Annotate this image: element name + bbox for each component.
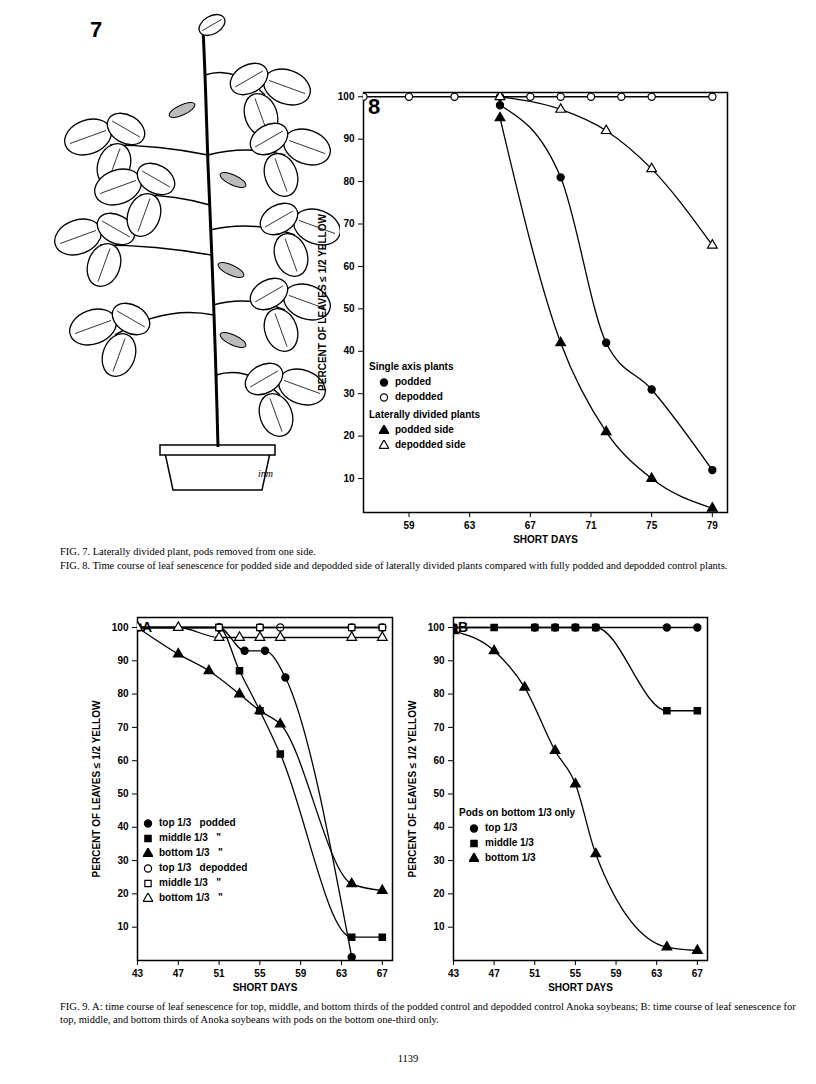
svg-text:70: 70: [433, 722, 445, 733]
svg-text:63: 63: [464, 520, 476, 531]
html-text:top 1/3 podded: top 1/3 podded: [159, 817, 236, 828]
svg-text:30: 30: [343, 388, 355, 399]
html-text:depodded: depodded: [395, 391, 443, 402]
svg-text:inm: inm: [258, 468, 273, 479]
svg-text:20: 20: [433, 888, 445, 899]
svg-text:90: 90: [117, 655, 129, 666]
svg-text:79: 79: [707, 520, 719, 531]
svg-text:47: 47: [173, 968, 185, 979]
html-text:middle 1/3: middle 1/3: [485, 837, 534, 848]
svg-text:40: 40: [117, 821, 129, 832]
html-text:top 1/3: top 1/3: [485, 822, 518, 833]
html-text:8: 8: [368, 94, 381, 119]
html-text:FIG. 8. Time course of leaf se: FIG. 8. Time course of leaf senescence f…: [60, 560, 728, 571]
svg-text:51: 51: [529, 968, 541, 979]
html-text:B: B: [458, 619, 469, 635]
html-text:top 1/3 depodded: top 1/3 depodded: [159, 862, 248, 873]
svg-text:63: 63: [336, 968, 348, 979]
svg-text:63: 63: [651, 968, 663, 979]
svg-text:80: 80: [433, 688, 445, 699]
svg-text:PERCENT OF LEAVES ≤ 1/2 YELLOW: PERCENT OF LEAVES ≤ 1/2 YELLOW: [317, 214, 328, 391]
svg-text:50: 50: [117, 788, 129, 799]
svg-text:59: 59: [295, 968, 307, 979]
svg-text:80: 80: [343, 176, 355, 187]
svg-text:SHORT DAYS: SHORT DAYS: [548, 982, 613, 993]
html-text:FIG. 9. A: time course of leaf: FIG. 9. A: time course of leaf senescenc…: [60, 1001, 796, 1025]
svg-text:20: 20: [117, 888, 129, 899]
html-text:podded: podded: [395, 376, 432, 387]
svg-text:100: 100: [428, 622, 445, 633]
html-text:depodded side: depodded side: [395, 439, 466, 450]
svg-text:70: 70: [343, 218, 355, 229]
svg-text:43: 43: [448, 968, 460, 979]
html-text:middle 1/3 ": middle 1/3 ": [159, 832, 221, 843]
html-text:Laterally divided plants: Laterally divided plants: [369, 409, 481, 420]
svg-text:80: 80: [117, 688, 129, 699]
html-text:FIG. 7. Laterally divided plan: FIG. 7. Laterally divided plant, pods re…: [60, 546, 316, 557]
svg-text:100: 100: [112, 622, 129, 633]
svg-text:59: 59: [403, 520, 415, 531]
svg-text:40: 40: [343, 345, 355, 356]
svg-text:47: 47: [489, 968, 501, 979]
svg-text:60: 60: [343, 261, 355, 272]
html-text:middle 1/3 ": middle 1/3 ": [159, 877, 221, 888]
svg-text:60: 60: [117, 755, 129, 766]
svg-text:67: 67: [377, 968, 389, 979]
svg-text:55: 55: [570, 968, 582, 979]
svg-text:SHORT DAYS: SHORT DAYS: [513, 534, 578, 545]
html-text:bottom 1/3: bottom 1/3: [485, 852, 536, 863]
svg-text:20: 20: [343, 430, 355, 441]
html-text:Single axis plants: Single axis plants: [369, 361, 454, 372]
svg-text:59: 59: [610, 968, 622, 979]
svg-text:90: 90: [343, 133, 355, 144]
html-text:1139: 1139: [397, 1053, 419, 1064]
html-text:bottom 1/3 ": bottom 1/3 ": [159, 892, 223, 903]
svg-text:51: 51: [214, 968, 226, 979]
svg-text:10: 10: [433, 921, 445, 932]
svg-text:70: 70: [117, 722, 129, 733]
svg-text:PERCENT OF LEAVES ≤ 1/2 YELLOW: PERCENT OF LEAVES ≤ 1/2 YELLOW: [407, 700, 418, 877]
svg-text:55: 55: [254, 968, 266, 979]
svg-text:67: 67: [525, 520, 537, 531]
svg-text:SHORT DAYS: SHORT DAYS: [233, 982, 298, 993]
svg-text:50: 50: [343, 303, 355, 314]
svg-text:90: 90: [433, 655, 445, 666]
svg-text:40: 40: [433, 821, 445, 832]
svg-text:67: 67: [692, 968, 704, 979]
svg-text:10: 10: [117, 921, 129, 932]
svg-text:71: 71: [585, 520, 597, 531]
svg-text:60: 60: [433, 755, 445, 766]
svg-text:75: 75: [646, 520, 658, 531]
svg-text:100: 100: [338, 91, 355, 102]
html-text:bottom 1/3 ": bottom 1/3 ": [159, 847, 223, 858]
svg-text:30: 30: [433, 855, 445, 866]
html-text:Pods on bottom 1/3 only: Pods on bottom 1/3 only: [459, 807, 576, 818]
svg-text:43: 43: [132, 968, 144, 979]
svg-text:7: 7: [90, 17, 102, 42]
svg-text:50: 50: [433, 788, 445, 799]
svg-text:PERCENT OF LEAVES ≤ 1/2 YELLOW: PERCENT OF LEAVES ≤ 1/2 YELLOW: [91, 700, 102, 877]
html-text:podded side: podded side: [395, 424, 454, 435]
svg-text:10: 10: [343, 473, 355, 484]
html-text:A: A: [142, 619, 153, 635]
svg-text:30: 30: [117, 855, 129, 866]
